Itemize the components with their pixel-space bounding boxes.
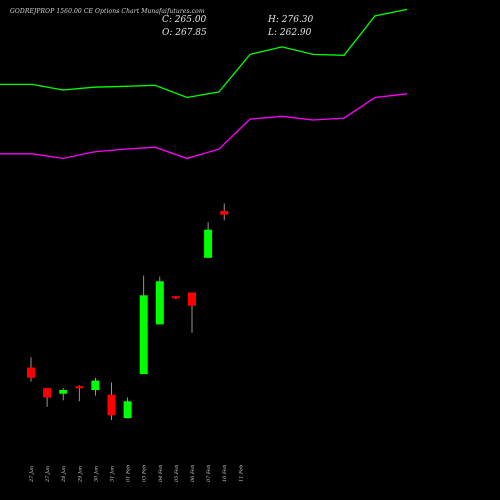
candle [59,388,68,401]
candle [75,385,84,402]
candle-body [220,210,229,215]
candle [220,203,229,221]
date-label: 29 Jan [77,466,83,483]
candle-body [59,390,68,394]
candle [123,397,132,419]
date-label: 01 Feb [126,465,132,482]
candle-body [171,296,180,299]
candle-body [204,229,213,258]
date-label: 04 Feb [158,465,164,482]
candle [139,275,148,375]
indicator-line-1 [0,8,408,99]
candle-body [123,401,132,419]
date-label: 10 Feb [222,465,228,482]
date-label: 28 Jan [61,466,67,483]
high-value: H: 276.30 [268,15,314,25]
chart-title: GODREJPROP 1560.00 CE Options Chart Muna… [10,8,205,15]
candle-body [155,281,164,325]
candle-body [139,295,148,375]
date-label: 27 Jan [45,466,51,483]
candle [204,222,213,258]
date-label: 03 Feb [142,465,148,482]
date-label: 31 Jan [110,466,116,482]
candle-body [107,394,116,416]
date-label: 27 Jan [29,466,35,483]
candle-body [91,380,100,390]
candle [171,296,180,300]
date-axis: 27 Jan 27 Jan 28 Jan 29 Jan 30 Jan 31 Jan 01 F… [29,465,244,483]
date-label: 06 Feb [190,465,196,482]
candles [27,203,229,420]
candle [107,382,116,420]
date-label: 11 Feb [238,465,244,482]
close-value: C: 265.00 [162,15,207,25]
indicator-line-2 [0,93,408,160]
candle [155,276,164,325]
date-label: 07 Feb [206,465,212,482]
date-label: 30 Jan [93,466,99,482]
candle-body [43,388,52,398]
indicator-lines [0,8,408,160]
candle [188,292,196,333]
candle [91,377,100,396]
candle [27,357,35,382]
low-value: L: 262.90 [268,28,312,38]
open-value: O: 267.85 [162,28,207,38]
candle-body [27,367,35,378]
candle-body [188,292,196,306]
date-label: 05 Feb [174,465,180,482]
candle-body [75,386,84,389]
candle [43,388,52,407]
